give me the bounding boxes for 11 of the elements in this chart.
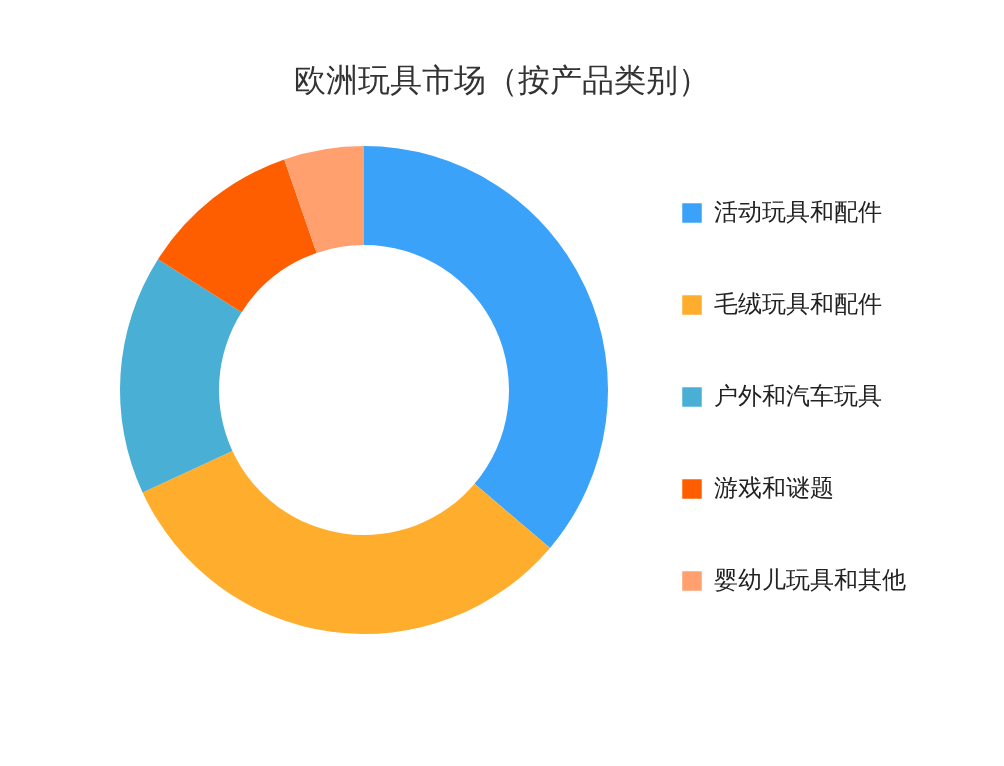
donut-slice [284,146,364,253]
legend-label: 游戏和谜题 [714,474,834,502]
chart-title: 欧洲玩具市场（按产品类别） [294,61,710,99]
legend-label: 毛绒玩具和配件 [714,290,882,318]
legend-label: 婴幼儿玩具和其他 [714,566,906,594]
legend-label: 活动玩具和配件 [714,198,882,226]
donut-slice [364,146,608,548]
donut-slice [157,159,317,313]
legend-label: 户外和汽车玩具 [714,382,882,410]
donut-slice [120,259,242,493]
donut-slice [142,450,551,634]
